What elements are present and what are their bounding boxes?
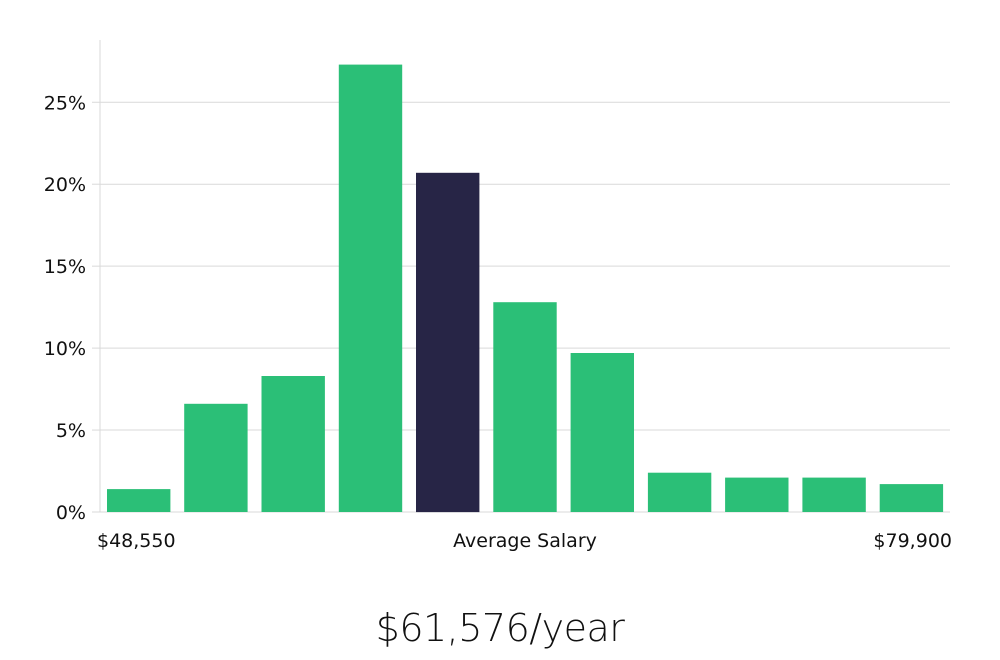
y-axis: 0% 5% 10% 15% 20% 25% [44,92,100,524]
x-axis-min-label: $48,550 [97,530,176,552]
bars [107,64,944,513]
salary-histogram: 0%5%10%15%20%25% $48,550 Average Salary … [44,40,952,552]
y-tick-label: 10% [44,338,86,360]
average-salary-value: $61,576/year [375,606,625,650]
average-salary-bar [416,172,480,513]
salary-bar [261,376,325,512]
x-axis-max-label: $79,900 [873,530,952,552]
x-axis-center-label: Average Salary [453,530,597,552]
y-tick-label: 0% [56,502,86,524]
salary-bar [802,477,866,512]
y-tick-label: 25% [44,92,86,114]
salary-bar [338,64,403,512]
y-tick-label: 20% [44,174,86,196]
salary-bar [184,403,248,512]
salary-bar [493,302,557,512]
salary-bar [725,477,789,512]
salary-bar [107,489,171,512]
salary-bar [570,353,634,512]
y-tick-label: 5% [56,420,86,442]
y-tick-label: 15% [44,256,86,278]
salary-bar [879,484,944,512]
salary-bar [647,472,712,512]
